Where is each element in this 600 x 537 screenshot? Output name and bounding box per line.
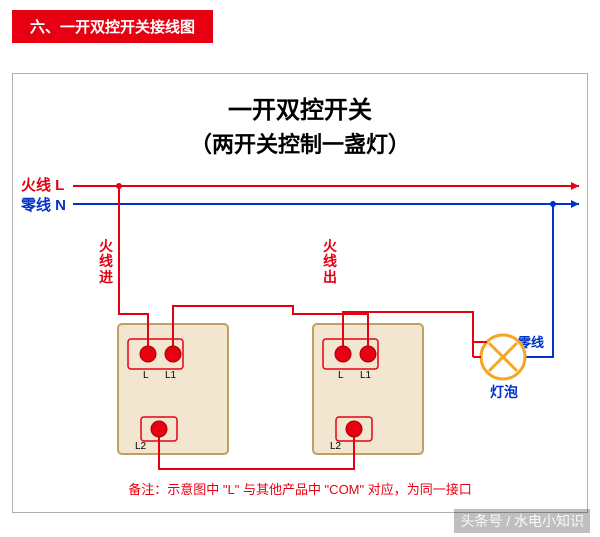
wire-live-to-sw1L [119,186,148,346]
switch2-terminal-L1 [360,346,376,362]
switch1-label-L: L [143,370,149,381]
switch2-terminal-L [335,346,351,362]
page: 六、一开双控开关接线图 一开双控开关 （两开关控制一盏灯） 火线 L 零线 N … [0,0,600,537]
switch2-label-L: L [338,370,344,381]
diagram-frame: 一开双控开关 （两开关控制一盏灯） 火线 L 零线 N 火线进 火线出 零线 灯… [12,73,588,513]
switch2-label-L1: L1 [360,370,372,381]
arrow-live [571,182,579,190]
switch1-terminal-L2 [151,421,167,437]
bulb-icon [481,335,525,379]
arrow-neutral [571,200,579,208]
switch2-terminal-L2 [346,421,362,437]
section-banner: 六、一开双控开关接线图 [12,10,213,43]
switch1-terminal-L [140,346,156,362]
switch1-label-L2: L2 [135,441,147,452]
diagram-footnote: 备注：示意图中 "L" 与其他产品中 "COM" 对应，为同一接口 [13,479,587,498]
switch2-label-L2: L2 [330,441,342,452]
switch1-label-L1: L1 [165,370,177,381]
switch1-terminal-L1 [165,346,181,362]
watermark: 头条号 / 水电小知识 [454,509,590,533]
wiring-svg: L L1 L2 L L1 L2 [13,74,589,514]
wire-neutral-to-bulb [525,204,553,357]
